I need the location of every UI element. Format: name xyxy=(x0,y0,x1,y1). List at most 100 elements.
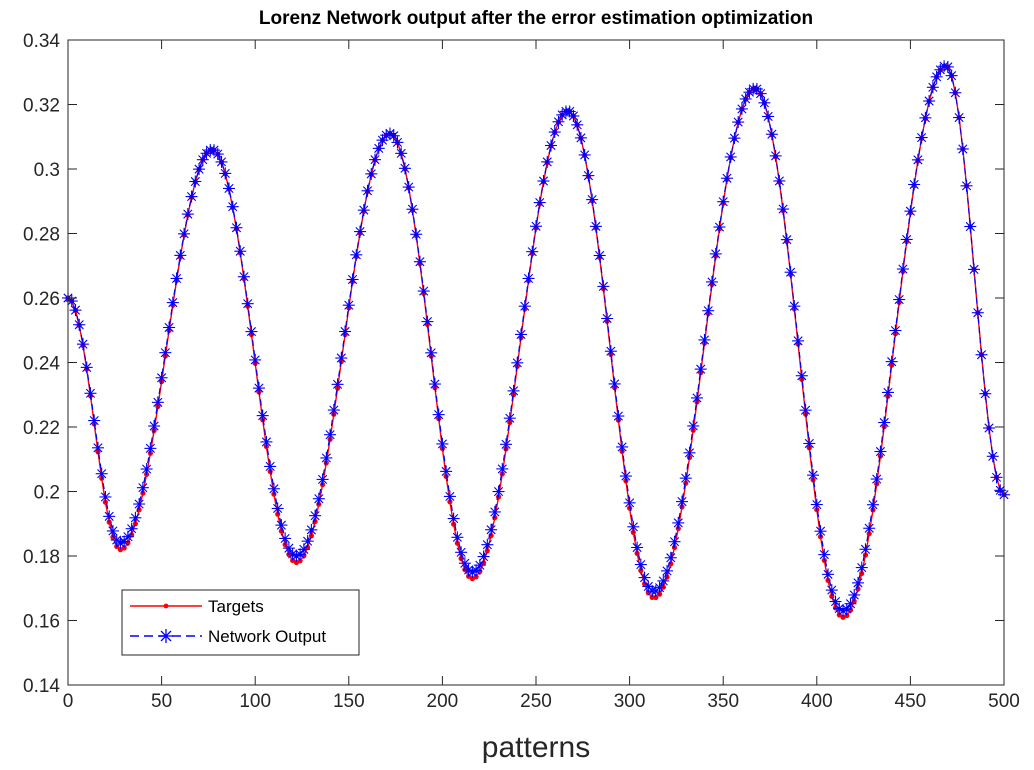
network-output-point xyxy=(979,387,992,400)
network-output-point xyxy=(911,153,924,166)
network-output-point xyxy=(919,111,932,124)
network-output-point xyxy=(99,490,112,503)
network-output-point xyxy=(908,178,921,191)
network-output-point xyxy=(507,384,520,397)
targets-point xyxy=(642,581,648,587)
network-output-point xyxy=(739,92,752,105)
network-output-point xyxy=(661,564,674,577)
network-output-point xyxy=(91,441,104,454)
network-output-point xyxy=(361,184,374,197)
network-output-point xyxy=(488,505,501,518)
network-output-point xyxy=(267,482,280,495)
network-output-point xyxy=(885,355,898,368)
network-output-point xyxy=(211,148,224,161)
network-output-point xyxy=(492,485,505,498)
network-output-point xyxy=(623,496,636,509)
targets-point xyxy=(481,560,487,566)
x-tick-label: 150 xyxy=(333,691,365,712)
network-output-point xyxy=(608,377,621,390)
network-output-point xyxy=(983,422,996,435)
network-output-point xyxy=(410,228,423,241)
network-output-point xyxy=(518,300,531,313)
targets-point xyxy=(473,574,479,580)
y-tick-label: 0.32 xyxy=(23,96,60,117)
network-output-point xyxy=(215,155,228,168)
network-output-point xyxy=(133,498,146,511)
network-output-point xyxy=(582,169,595,182)
network-output-point xyxy=(735,102,748,115)
network-output-point xyxy=(181,208,194,221)
network-output-point xyxy=(320,451,333,464)
network-output-point xyxy=(357,204,370,217)
network-output-point xyxy=(792,334,805,347)
network-output-point xyxy=(226,200,239,213)
network-output-point xyxy=(477,550,490,563)
network-output-point xyxy=(485,523,498,536)
network-output-point xyxy=(829,595,842,608)
network-output-point xyxy=(312,492,325,505)
targets-point xyxy=(132,521,138,527)
network-output-point xyxy=(634,558,647,571)
targets-point xyxy=(484,548,490,554)
network-output-point xyxy=(705,275,718,288)
network-output-point xyxy=(275,519,288,532)
network-output-point xyxy=(548,126,561,139)
network-output-point xyxy=(178,227,191,240)
x-tick-label: 400 xyxy=(801,691,833,712)
y-tick-label: 0.16 xyxy=(23,612,60,633)
y-tick-label: 0.24 xyxy=(23,354,60,375)
network-output-point xyxy=(421,315,434,328)
y-tick-label: 0.26 xyxy=(23,289,60,310)
network-output-point xyxy=(717,195,730,208)
network-output-point xyxy=(241,297,254,310)
network-output-point xyxy=(503,412,516,425)
network-output-point xyxy=(530,220,542,233)
network-output-point xyxy=(440,465,453,478)
x-tick-label: 350 xyxy=(707,691,739,712)
network-output-point xyxy=(496,462,509,475)
network-output-point xyxy=(964,220,977,233)
network-output-point xyxy=(413,255,426,268)
y-axis: 0.14 0.16 0.18 0.2 0.22 0.24 0.26 0.28 0.3 0.32 0.… xyxy=(23,31,1004,697)
network-output-point xyxy=(522,272,535,285)
network-output-point xyxy=(578,148,591,161)
network-output-point xyxy=(597,280,610,293)
network-output-point xyxy=(544,139,557,152)
network-output-point xyxy=(219,167,232,180)
network-output-point xyxy=(724,150,737,163)
network-output-point xyxy=(301,535,314,548)
network-output-point xyxy=(473,559,486,572)
network-output-point xyxy=(971,306,984,319)
network-output-point xyxy=(690,391,703,404)
network-output-point xyxy=(896,263,909,276)
network-output-point xyxy=(144,442,157,455)
x-tick-label: 450 xyxy=(895,691,927,712)
network-output-point xyxy=(799,404,812,417)
network-output-point xyxy=(552,115,565,128)
network-output-point xyxy=(956,142,969,155)
legend-targets-marker xyxy=(163,603,169,609)
network-output-point xyxy=(245,325,258,338)
network-output-point xyxy=(825,584,838,597)
network-output-point xyxy=(260,435,273,448)
network-output-point xyxy=(851,576,864,589)
network-output-point xyxy=(541,155,554,168)
targets-point xyxy=(297,558,303,564)
network-output-point xyxy=(878,416,891,429)
network-output-point xyxy=(309,509,322,522)
legend-network-marker xyxy=(159,629,173,643)
network-output-point xyxy=(720,172,733,185)
network-output-point xyxy=(151,396,164,409)
network-output-point xyxy=(69,304,82,317)
network-output-point xyxy=(758,96,771,109)
network-output-point xyxy=(687,419,700,432)
network-output-point xyxy=(941,60,954,73)
targets-point xyxy=(844,612,850,619)
network-output-point xyxy=(713,221,726,234)
network-output-point xyxy=(324,428,337,441)
network-output-point xyxy=(305,523,318,536)
network-output-point xyxy=(342,299,355,312)
network-output-point xyxy=(533,196,546,209)
legend: Targets Network Output xyxy=(121,589,360,656)
x-tick-label: 0 xyxy=(63,691,74,712)
